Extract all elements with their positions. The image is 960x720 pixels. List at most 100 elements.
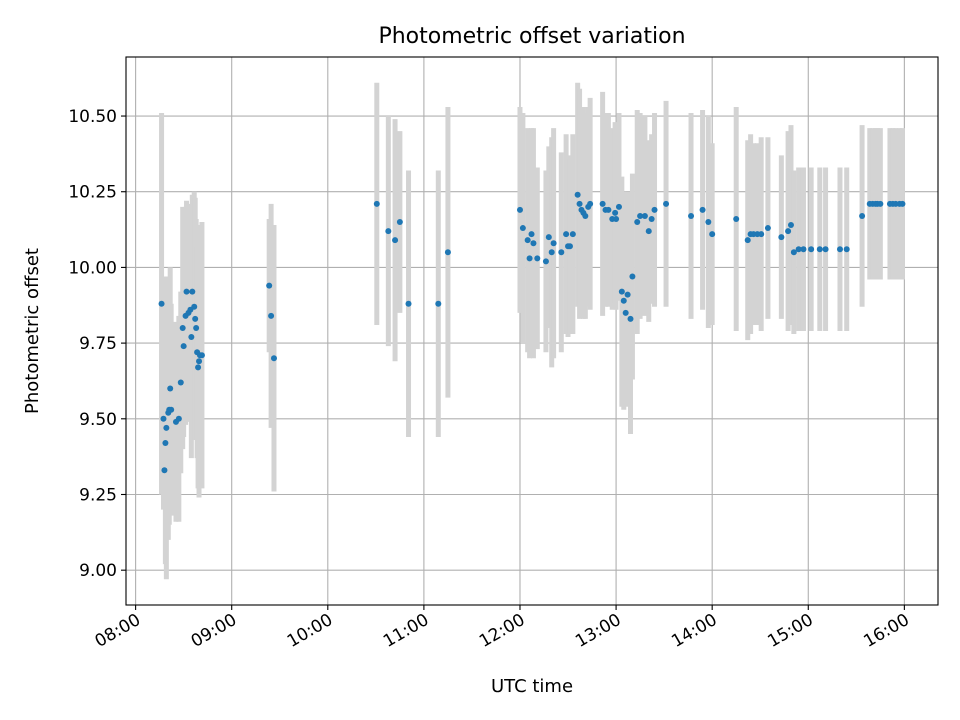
y-tick-label: 9.25	[79, 485, 117, 505]
data-points	[158, 191, 906, 474]
data-point	[612, 209, 619, 216]
data-point	[168, 406, 175, 413]
data-point	[787, 222, 794, 229]
data-point	[392, 237, 399, 244]
data-point	[641, 212, 648, 219]
data-point	[405, 300, 412, 307]
y-axis-ticks: 9.00 9.25 9.50 9.75 10.00 10.25 10.50	[68, 107, 126, 581]
x-axis-label: UTC time	[491, 676, 573, 697]
data-point	[179, 324, 186, 331]
data-point	[637, 212, 644, 219]
data-point	[163, 424, 170, 431]
data-point	[785, 228, 792, 235]
data-point	[385, 228, 392, 235]
data-point	[816, 246, 823, 253]
y-tick-label: 10.25	[68, 183, 117, 203]
y-tick-label: 9.00	[79, 561, 117, 581]
data-point	[196, 358, 203, 365]
data-point	[162, 440, 169, 447]
data-point	[709, 231, 716, 238]
data-point	[534, 255, 541, 262]
data-point	[270, 355, 277, 362]
data-point	[758, 231, 765, 238]
data-point	[648, 215, 655, 222]
data-point	[528, 231, 535, 238]
data-point	[195, 364, 202, 371]
data-point	[524, 237, 531, 244]
data-point	[688, 212, 695, 219]
data-point	[175, 415, 182, 422]
data-point	[790, 249, 797, 256]
data-point	[705, 219, 712, 226]
data-point	[198, 352, 205, 359]
data-point	[158, 300, 165, 307]
data-point	[548, 249, 555, 256]
data-point	[576, 200, 583, 207]
y-tick-label: 9.75	[79, 334, 117, 354]
data-point	[764, 225, 771, 232]
data-point	[545, 234, 552, 241]
data-point	[444, 249, 451, 256]
data-point	[622, 309, 629, 316]
data-point	[634, 219, 641, 226]
data-point	[615, 203, 622, 210]
data-point	[566, 243, 573, 250]
data-point	[877, 200, 884, 207]
data-point	[542, 258, 549, 265]
data-point	[800, 246, 807, 253]
data-point	[629, 273, 636, 280]
data-point	[627, 315, 634, 322]
data-point	[435, 300, 442, 307]
data-point	[192, 315, 199, 322]
data-point	[188, 334, 195, 341]
data-point	[613, 215, 620, 222]
data-point	[587, 200, 594, 207]
data-point	[651, 206, 658, 213]
data-point	[189, 288, 196, 295]
data-point	[180, 343, 187, 350]
data-point	[795, 246, 802, 253]
data-point	[663, 200, 670, 207]
y-tick-label: 10.50	[68, 107, 117, 127]
data-point	[373, 200, 380, 207]
y-tick-label: 9.50	[79, 410, 117, 430]
data-point	[744, 237, 751, 244]
plot-frame	[125, 56, 939, 606]
data-point	[167, 385, 174, 392]
data-point	[519, 225, 526, 232]
y-tick-label: 10.00	[68, 258, 117, 278]
chart-title: Photometric offset variation	[378, 24, 685, 49]
y-axis-label: Photometric offset	[22, 248, 43, 414]
data-point	[193, 324, 200, 331]
data-point	[563, 231, 570, 238]
data-point	[899, 200, 906, 207]
data-point	[582, 212, 589, 219]
data-point	[516, 206, 523, 213]
data-point	[530, 240, 537, 247]
data-point	[396, 219, 403, 226]
data-point	[161, 467, 168, 474]
data-point	[618, 288, 625, 295]
data-point	[569, 231, 576, 238]
data-point	[822, 246, 829, 253]
data-point	[645, 228, 652, 235]
data-point	[177, 379, 184, 386]
data-point	[268, 312, 275, 319]
data-point	[778, 234, 785, 241]
data-point	[699, 206, 706, 213]
data-point	[843, 246, 850, 253]
data-point	[859, 212, 866, 219]
data-point	[624, 291, 631, 298]
data-point	[620, 297, 627, 304]
data-point	[574, 191, 581, 198]
data-point	[183, 288, 190, 295]
data-point	[808, 246, 815, 253]
data-point	[558, 249, 565, 256]
data-point	[733, 215, 740, 222]
data-point	[526, 255, 533, 262]
data-point	[191, 303, 198, 310]
data-point	[266, 282, 273, 289]
data-point	[550, 240, 557, 247]
data-point	[605, 206, 612, 213]
